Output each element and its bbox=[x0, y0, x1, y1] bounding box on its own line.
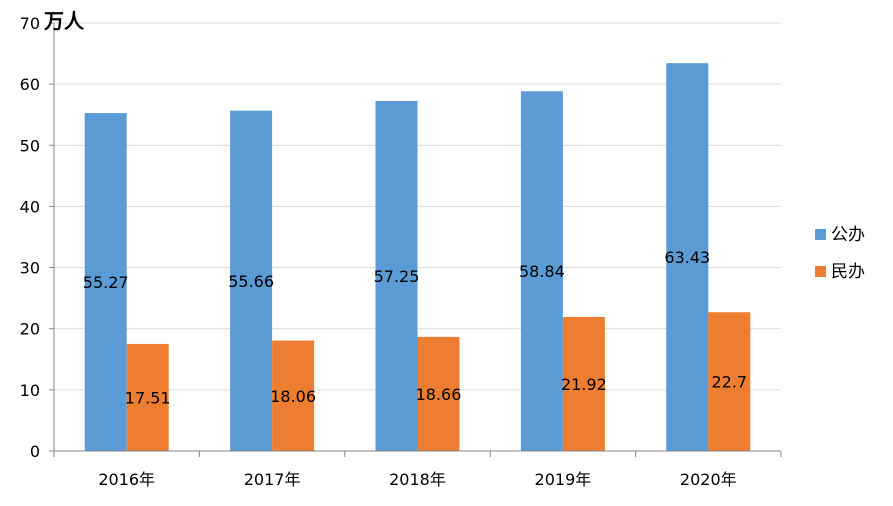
bar-private bbox=[272, 340, 315, 451]
bar-private bbox=[708, 312, 751, 451]
data-label: 55.27 bbox=[83, 273, 129, 292]
x-axis: 2016年 2017年 2018年 2019年 2020年 bbox=[53, 450, 782, 489]
data-label: 18.66 bbox=[416, 385, 462, 404]
data-label: 63.43 bbox=[664, 248, 710, 267]
bar-public bbox=[84, 113, 127, 452]
y-tick-label: 40 bbox=[20, 197, 40, 216]
bars bbox=[84, 63, 751, 452]
x-tick-label: 2020年 bbox=[680, 470, 737, 489]
x-tick-label: 2017年 bbox=[244, 470, 301, 489]
x-tick-label: 2016年 bbox=[98, 470, 155, 489]
data-label: 58.84 bbox=[519, 262, 565, 281]
bar-public bbox=[666, 63, 709, 451]
y-tick-label: 70 bbox=[20, 14, 40, 33]
data-label: 17.51 bbox=[125, 388, 171, 407]
legend-label: 民办 bbox=[831, 262, 865, 282]
bar-public bbox=[230, 110, 273, 451]
y-tick-label: 20 bbox=[20, 320, 40, 339]
y-tick-label: 10 bbox=[20, 381, 40, 400]
x-tick-label: 2019年 bbox=[535, 470, 592, 489]
legend-swatch bbox=[815, 266, 826, 277]
data-label: 21.92 bbox=[561, 375, 607, 394]
y-tick-label: 50 bbox=[20, 136, 40, 155]
data-label: 18.06 bbox=[270, 387, 316, 406]
y-tick-label: 30 bbox=[20, 259, 40, 278]
bar-public bbox=[520, 91, 563, 452]
y-tick-label: 0 bbox=[30, 442, 40, 461]
data-label: 55.66 bbox=[228, 272, 274, 291]
bar-private bbox=[126, 343, 169, 451]
legend-swatch bbox=[815, 229, 826, 240]
x-tick-label: 2018年 bbox=[389, 470, 446, 489]
legend-label: 公办 bbox=[831, 225, 865, 245]
bar-public bbox=[375, 100, 418, 451]
data-label: 22.7 bbox=[711, 373, 747, 392]
y-axis-unit-label: 万人 bbox=[43, 9, 85, 33]
y-axis-ticks: 0 10 20 30 40 50 60 70 bbox=[20, 14, 55, 461]
data-label: 57.25 bbox=[374, 267, 420, 286]
data-labels: 55.27 17.51 55.66 18.06 57.25 18.66 58.84 21.92… bbox=[83, 248, 747, 407]
bar-private bbox=[417, 336, 460, 451]
bar-private bbox=[562, 316, 605, 451]
y-tick-label: 60 bbox=[20, 75, 40, 94]
